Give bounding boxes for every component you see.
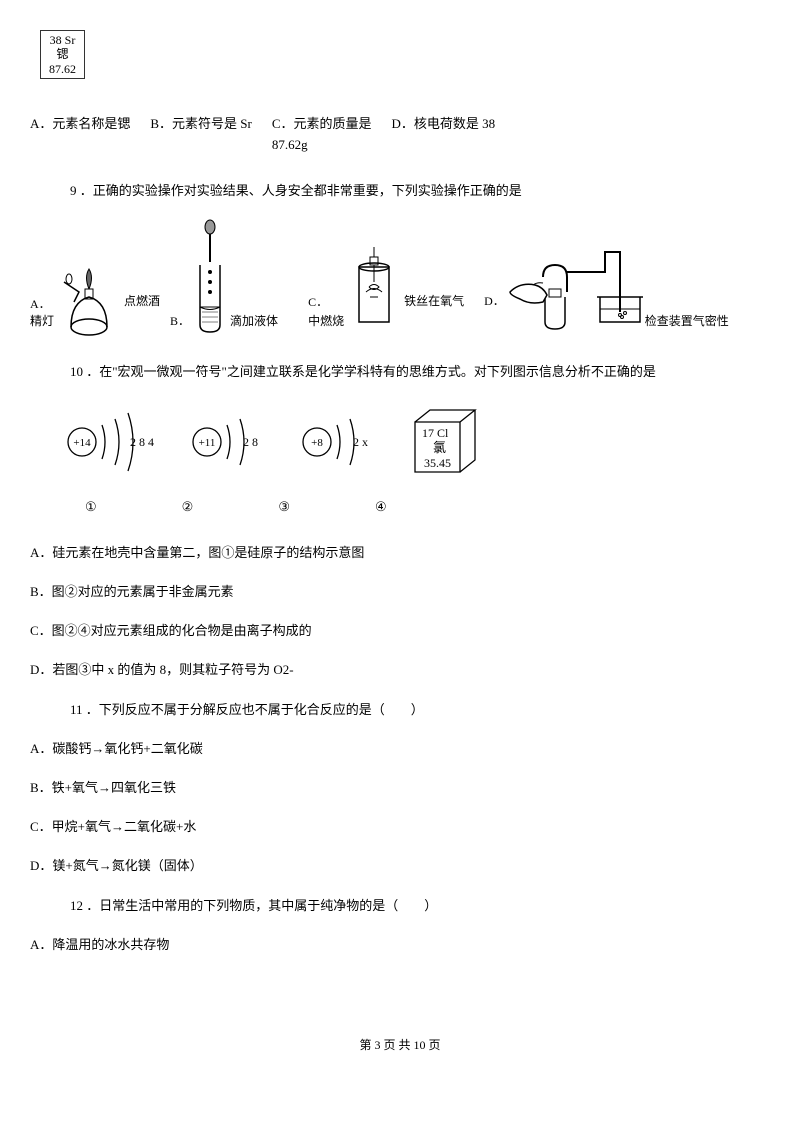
q8-opt-b: B．元素符号是 Sr — [150, 114, 251, 135]
iron-oxygen-icon — [344, 247, 404, 337]
svg-text:2 x: 2 x — [353, 435, 368, 449]
q11-opt-b: B．铁+氧气→四氧化三铁 — [30, 778, 770, 799]
q9-item-c: C． 中燃烧 铁丝在氧气 — [308, 247, 464, 337]
q10-opt-d: D．若图③中 x 的值为 8，则其粒子符号为 O2- — [30, 660, 770, 681]
element-mid: 锶 — [49, 47, 76, 61]
page-footer: 第 3 页 共 10 页 — [30, 1036, 770, 1055]
q10-opt-c: C．图②④对应元素组成的化合物是由离子构成的 — [30, 621, 770, 642]
atom-2-icon: +11 2 8 — [185, 407, 265, 477]
q10-labels: ① ② ③ ④ — [85, 497, 770, 518]
svg-text:+8: +8 — [311, 437, 323, 449]
label-2: ② — [182, 497, 194, 518]
svg-text:+11: +11 — [199, 437, 216, 449]
q11-text: 11 ．下列反应不属于分解反应也不属于化合反应的是（ ） — [70, 700, 770, 721]
svg-text:氯: 氯 — [433, 440, 446, 455]
q9-d-prefix: D． — [484, 292, 505, 311]
q9-item-b: B． 滴加液体 — [170, 217, 278, 337]
q9-c-prefix: C． — [308, 293, 344, 312]
q9-c-label2: 中燃烧 — [308, 312, 344, 331]
q10-opt-b: B．图②对应的元素属于非金属元素 — [30, 582, 770, 603]
q8-opt-d: D．核电荷数是 38 — [392, 114, 496, 135]
airtight-check-icon — [505, 237, 645, 337]
q9-c-label1: 铁丝在氧气 — [404, 292, 464, 311]
element-top: 38 Sr — [49, 33, 76, 47]
q9-d-label: 检查装置气密性 — [645, 312, 729, 331]
q9-a-label2: 精灯 — [30, 312, 54, 331]
element-card: 38 Sr 锶 87.62 — [40, 30, 85, 79]
svg-text:17 Cl: 17 Cl — [422, 426, 449, 440]
q8-opt-c-l2: 87.62g — [272, 135, 308, 156]
dropper-tube-icon — [190, 217, 230, 337]
label-1: ① — [85, 497, 97, 518]
q9-b-prefix: B． — [170, 312, 190, 331]
label-3: ③ — [278, 497, 290, 518]
q9-text: 9 ．正确的实验操作对实验结果、人身安全都非常重要，下列实验操作正确的是 — [70, 181, 770, 202]
q8-opt-c-l1: C．元素的质量是 — [272, 114, 372, 135]
q8-options-row: A．元素名称是锶 B．元素符号是 Sr C．元素的质量是 87.62g D．核电… — [30, 114, 770, 156]
cube-icon: 17 Cl 氯 35.45 — [405, 402, 485, 482]
q9-item-d: D． 检查装置气密性 — [484, 237, 729, 337]
q12-opt-a: A．降温用的冰水共存物 — [30, 935, 770, 956]
alcohol-lamp-icon — [54, 257, 124, 337]
svg-text:35.45: 35.45 — [424, 456, 451, 470]
atom-3-icon: +8 2 x — [295, 407, 375, 477]
q9-apparatus-row: A． 精灯 点燃酒 B． — [30, 217, 770, 337]
q10-opt-a: A．硅元素在地壳中含量第二，图①是硅原子的结构示意图 — [30, 543, 770, 564]
q9-b-label: 滴加液体 — [230, 312, 278, 331]
svg-text:2 8: 2 8 — [243, 435, 258, 449]
q11-opt-c: C．甲烷+氧气→二氧化碳+水 — [30, 817, 770, 838]
q9-a-label1: 点燃酒 — [124, 292, 160, 311]
q8-opt-a: A．元素名称是锶 — [30, 114, 130, 135]
q11-opt-a: A．碳酸钙→氧化钙+二氧化碳 — [30, 739, 770, 760]
q8-opt-c: C．元素的质量是 87.62g — [272, 114, 372, 156]
svg-text:+14: +14 — [73, 437, 91, 449]
q10-text: 10 ．在"宏观一微观一符号"之间建立联系是化学学科特有的思维方式。对下列图示信… — [70, 362, 770, 383]
label-4: ④ — [375, 497, 387, 518]
q11-opt-d: D．镁+氮气→氮化镁（固体） — [30, 856, 770, 877]
q12-text: 12 ．日常生活中常用的下列物质，其中属于纯净物的是（ ） — [70, 896, 770, 917]
element-bottom: 87.62 — [49, 62, 76, 76]
q10-diagrams: +14 2 8 4 +11 2 8 +8 2 x 17 Cl 氯 35.45 — [60, 402, 770, 482]
q9-item-a: A． 精灯 点燃酒 — [30, 257, 160, 337]
svg-text:2 8 4: 2 8 4 — [130, 435, 154, 449]
atom-1-icon: +14 2 8 4 — [60, 407, 155, 477]
